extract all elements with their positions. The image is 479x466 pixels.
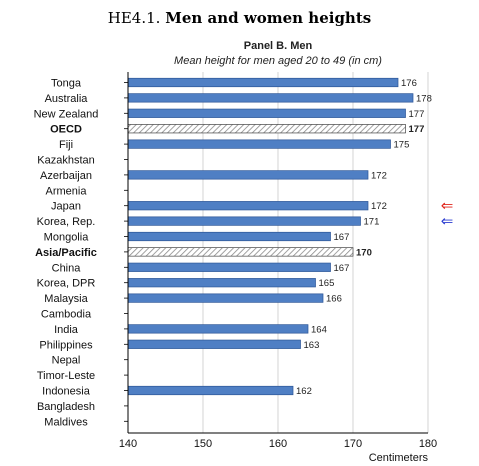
value-label: 176 bbox=[401, 78, 417, 89]
value-label: 172 bbox=[371, 170, 387, 181]
bar bbox=[127, 93, 414, 103]
bar bbox=[127, 278, 316, 288]
x-tick-label: 140 bbox=[119, 438, 137, 450]
bar bbox=[127, 170, 369, 180]
bar bbox=[127, 293, 324, 303]
x-tick-label: 150 bbox=[194, 438, 212, 450]
bar bbox=[127, 339, 301, 349]
category-label: Korea, Rep. bbox=[37, 216, 96, 228]
bar bbox=[127, 324, 309, 334]
category-label: Azerbaijan bbox=[40, 170, 92, 182]
category-label: Mongolia bbox=[44, 232, 90, 244]
category-label: Korea, DPR bbox=[37, 278, 96, 290]
value-label: 162 bbox=[296, 386, 312, 397]
category-label: Cambodia bbox=[41, 309, 92, 321]
category-label: Fiji bbox=[59, 139, 73, 151]
category-label: Japan bbox=[51, 201, 81, 213]
x-tick-label: 160 bbox=[269, 438, 287, 450]
value-label: 163 bbox=[304, 340, 320, 351]
figure-title-text: Men and women heights bbox=[165, 9, 372, 27]
bar bbox=[127, 77, 399, 88]
axis-layer: 140 150 160 170 180 bbox=[119, 72, 437, 450]
x-tick-label: 180 bbox=[419, 438, 437, 450]
value-label: 164 bbox=[311, 324, 327, 335]
category-label: Nepal bbox=[52, 355, 81, 367]
bar bbox=[127, 262, 331, 272]
bar bbox=[127, 231, 331, 242]
figure-title: HE4.1. Men and women heights bbox=[0, 9, 479, 27]
value-label: 166 bbox=[326, 294, 342, 305]
value-label: 171 bbox=[364, 217, 380, 228]
highlight-arrow-icon: ⇐ bbox=[441, 197, 454, 215]
panel-title: Panel B. Men bbox=[243, 40, 313, 52]
value-label: 177 bbox=[409, 124, 425, 135]
value-label: 167 bbox=[334, 263, 350, 274]
category-label: New Zealand bbox=[34, 108, 99, 120]
aggregate-bar bbox=[127, 247, 354, 257]
label-layer: Tonga 176 Australia 178 New Zealand 177 OECD 17… bbox=[34, 78, 454, 429]
bar bbox=[127, 139, 391, 149]
value-label: 167 bbox=[334, 232, 350, 243]
category-label: Philippines bbox=[39, 339, 93, 351]
figure-number: HE4.1. bbox=[107, 9, 161, 27]
category-label: Malaysia bbox=[44, 293, 88, 305]
highlight-arrow-icon: ⇐ bbox=[441, 212, 454, 230]
category-label: Indonesia bbox=[42, 386, 91, 398]
value-label: 170 bbox=[356, 247, 372, 258]
category-label: China bbox=[52, 262, 82, 274]
category-label: Armenia bbox=[46, 185, 88, 197]
category-label: Australia bbox=[45, 93, 89, 105]
category-label: Timor-Leste bbox=[37, 370, 95, 382]
category-label: Maldives bbox=[44, 416, 88, 428]
bar bbox=[127, 216, 361, 226]
category-label: OECD bbox=[50, 124, 82, 136]
category-label: Kazakhstan bbox=[37, 155, 94, 167]
category-label: Asia/Pacific bbox=[35, 247, 97, 259]
value-label: 172 bbox=[371, 201, 387, 212]
category-label: Bangladesh bbox=[37, 401, 95, 413]
x-tick-label: 170 bbox=[344, 438, 362, 450]
chart-subtitle: Mean height for men aged 20 to 49 (in cm… bbox=[174, 55, 382, 67]
value-label: 178 bbox=[416, 93, 432, 104]
value-label: 165 bbox=[319, 278, 335, 289]
aggregate-bar bbox=[127, 124, 406, 134]
bar bbox=[127, 108, 406, 118]
category-label: Tonga bbox=[51, 78, 82, 90]
bar bbox=[127, 385, 294, 396]
category-label: India bbox=[54, 324, 79, 336]
x-axis-label: Centimeters bbox=[369, 452, 429, 464]
bar-layer bbox=[127, 77, 414, 396]
value-label: 177 bbox=[409, 109, 425, 120]
value-label: 175 bbox=[394, 140, 410, 151]
bar bbox=[127, 201, 369, 211]
